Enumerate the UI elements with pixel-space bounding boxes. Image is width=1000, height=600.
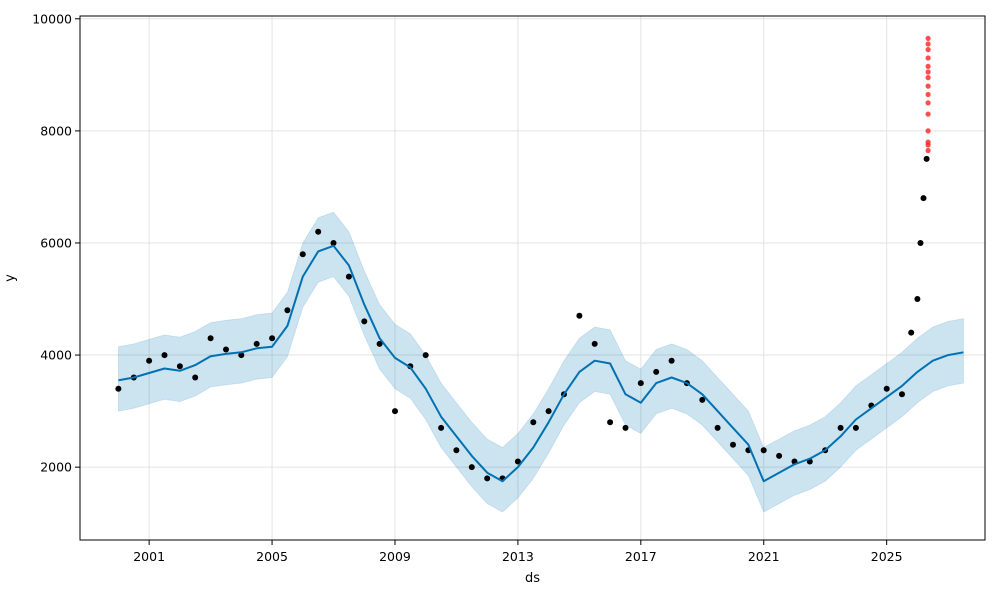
x-tick-label: 2005 (256, 549, 288, 564)
y-axis-ticks: 2000 4000 6000 8000 10000 (32, 11, 80, 475)
highlighted-point (925, 111, 931, 117)
observed-point (920, 195, 927, 202)
highlighted-point (925, 55, 931, 61)
x-tick-label: 2013 (502, 549, 534, 564)
y-tick-label: 6000 (40, 235, 72, 250)
observed-point (699, 396, 706, 403)
observed-point (607, 419, 614, 426)
observed-point (438, 424, 445, 431)
uncertainty-band (118, 211, 964, 513)
observed-point (315, 228, 322, 235)
y-tick-label: 8000 (40, 123, 72, 138)
observed-point (917, 240, 924, 246)
highlighted-point (925, 47, 931, 53)
observed-point (146, 357, 153, 364)
observed-point (908, 329, 915, 336)
grid (80, 16, 985, 540)
observed-point (115, 385, 122, 392)
observed-point (514, 458, 521, 465)
highlighted-point (925, 91, 931, 98)
observed-point (714, 424, 721, 431)
highlighted-point (925, 75, 931, 81)
observed-point (776, 452, 783, 459)
observed-point (637, 380, 644, 387)
observed-point (899, 391, 905, 398)
x-tick-label: 2001 (133, 549, 165, 564)
x-tick-label: 2009 (379, 549, 411, 564)
observed-point (299, 251, 306, 258)
observed-point (883, 385, 890, 392)
highlighted-points-layer (925, 35, 931, 154)
observed-point (207, 335, 214, 342)
y-tick-label: 4000 (40, 348, 72, 363)
y-axis-label: y (3, 274, 18, 282)
observed-point (453, 447, 460, 454)
observed-point (345, 273, 352, 280)
observed-point (238, 352, 245, 359)
observed-point (730, 441, 736, 448)
y-tick-label: 2000 (40, 460, 72, 475)
observed-point (914, 296, 921, 302)
observed-point (192, 374, 199, 381)
observed-point (530, 419, 537, 426)
observed-point (284, 307, 291, 314)
observed-point (484, 475, 491, 482)
highlighted-point (925, 100, 931, 106)
forecast-line-layer (118, 244, 964, 483)
observed-points-layer (115, 155, 930, 482)
observed-point (330, 240, 337, 246)
highlighted-point (925, 128, 931, 134)
x-tick-label: 2025 (871, 549, 903, 564)
forecast-line (118, 244, 964, 483)
observed-point (653, 368, 660, 375)
observed-point (376, 340, 383, 347)
observed-point (576, 312, 583, 319)
observed-point (622, 424, 629, 431)
observed-point (852, 424, 859, 431)
y-tick-label: 10000 (32, 11, 72, 26)
observed-point (269, 335, 276, 342)
uncertainty-band-layer (118, 211, 964, 513)
highlighted-point (925, 69, 931, 75)
highlighted-point (925, 83, 931, 89)
observed-point (161, 352, 168, 359)
x-tick-label: 2021 (748, 549, 780, 564)
observed-point (923, 155, 930, 162)
plot-frame (79, 15, 986, 541)
observed-point (422, 352, 429, 359)
x-tick-label: 2017 (625, 549, 657, 564)
observed-point (468, 464, 475, 471)
observed-point (837, 424, 844, 431)
observed-point (223, 346, 229, 353)
x-axis-ticks: 2001 2005 2009 2013 2017 2021 2025 (133, 540, 903, 564)
observed-point (361, 318, 368, 325)
observed-point (253, 340, 260, 347)
highlighted-point (925, 41, 931, 47)
observed-point (545, 408, 552, 415)
observed-point (392, 408, 398, 415)
x-axis-label: ds (525, 571, 540, 586)
highlighted-point (925, 139, 931, 145)
observed-point (176, 363, 183, 370)
highlighted-point (925, 147, 931, 154)
observed-point (760, 447, 767, 454)
observed-point (668, 357, 675, 364)
highlighted-point (925, 63, 931, 69)
observed-point (591, 340, 598, 347)
highlighted-point (925, 35, 931, 42)
